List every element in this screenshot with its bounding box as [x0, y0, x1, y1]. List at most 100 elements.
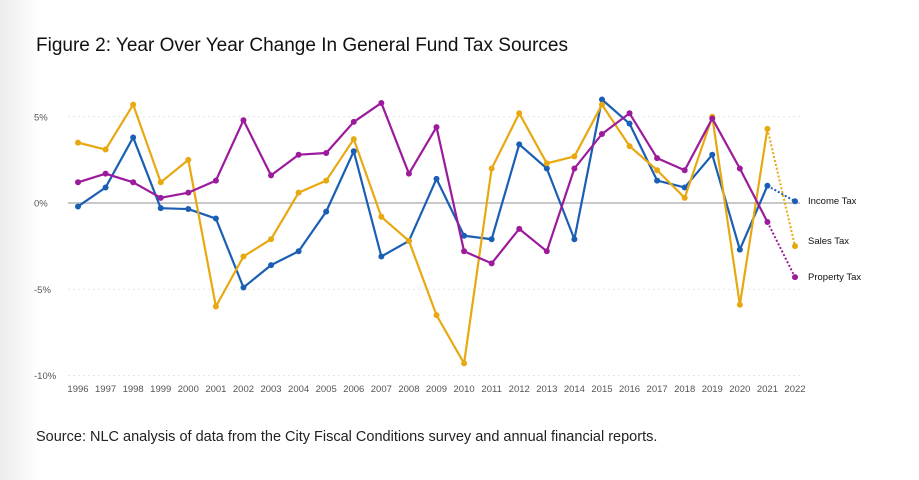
data-point: [792, 198, 798, 205]
data-point: [709, 115, 716, 122]
background-shade: [0, 0, 40, 480]
data-point: [792, 274, 798, 281]
x-tick-label: 2015: [591, 384, 612, 395]
y-tick-label: -10%: [34, 371, 57, 382]
legend-label: Property Tax: [808, 272, 861, 283]
x-tick-label: 2017: [647, 384, 668, 395]
data-point: [405, 170, 412, 177]
data-point: [681, 167, 688, 174]
x-tick-label: 2002: [233, 384, 254, 395]
data-point: [736, 165, 743, 172]
x-tick-label: 2016: [619, 384, 640, 395]
data-point: [461, 248, 468, 255]
x-tick-label: 2005: [316, 384, 337, 395]
series-line: [77, 98, 769, 289]
data-point: [350, 148, 357, 155]
data-point: [378, 99, 385, 106]
data-point: [516, 110, 523, 117]
y-tick-label: 5%: [34, 112, 48, 123]
data-point: [516, 225, 523, 232]
series-property-tax: Property Tax: [75, 99, 861, 283]
data-point: [102, 146, 109, 153]
data-point: [709, 151, 716, 158]
data-point: [240, 284, 247, 291]
x-tick-label: 1998: [123, 384, 144, 395]
data-point: [350, 118, 357, 125]
data-point: [268, 236, 275, 243]
data-point: [598, 131, 605, 137]
data-point: [654, 155, 661, 162]
data-point: [185, 189, 192, 196]
data-point: [571, 165, 578, 172]
x-tick-label: 2022: [784, 384, 805, 395]
data-point: [75, 139, 81, 146]
x-tick-label: 2019: [702, 384, 723, 395]
data-point: [405, 237, 412, 244]
series-sales-tax: Sales Tax: [75, 101, 849, 367]
data-point: [378, 253, 385, 260]
data-point: [212, 177, 219, 184]
data-point: [433, 175, 440, 182]
data-point: [764, 182, 771, 189]
data-point: [157, 194, 164, 201]
data-point: [571, 236, 578, 243]
data-point: [323, 177, 330, 184]
data-point: [240, 117, 247, 124]
y-tick-label: -5%: [34, 285, 51, 296]
data-point: [102, 184, 109, 191]
x-tick-label: 1999: [150, 384, 171, 395]
data-point: [626, 120, 633, 127]
projection-line: [766, 184, 796, 203]
data-point: [681, 194, 688, 201]
source-note: Source: NLC analysis of data from the Ci…: [36, 429, 658, 445]
projection-line: [766, 128, 796, 247]
data-point: [130, 134, 137, 141]
data-point: [543, 248, 550, 255]
data-point: [75, 203, 81, 210]
x-tick-label: 2012: [509, 384, 530, 395]
data-point: [323, 149, 330, 156]
data-point: [626, 110, 633, 117]
data-point: [516, 141, 523, 148]
data-point: [488, 236, 495, 243]
data-point: [433, 124, 440, 131]
chart-title: Figure 2: Year Over Year Change In Gener…: [36, 35, 568, 56]
x-tick-label: 2007: [371, 384, 392, 395]
data-point: [75, 179, 81, 186]
x-tick-label: 2011: [481, 384, 501, 395]
data-point: [268, 262, 275, 269]
series-line: [77, 103, 769, 365]
data-point: [543, 165, 550, 172]
x-tick-label: 2004: [288, 384, 309, 395]
data-point: [764, 125, 771, 132]
data-point: [598, 96, 605, 103]
data-point: [185, 206, 192, 213]
x-tick-label: 2000: [178, 384, 199, 395]
data-point: [212, 215, 219, 222]
x-tick-label: 1996: [67, 384, 88, 395]
data-point: [571, 153, 578, 160]
data-point: [736, 301, 743, 308]
x-tick-label: 2001: [205, 384, 226, 395]
x-tick-label: 2018: [674, 384, 695, 395]
x-tick-label: 1997: [95, 384, 116, 395]
data-point: [736, 246, 743, 253]
data-point: [212, 303, 219, 310]
data-point: [433, 312, 440, 319]
data-point: [102, 170, 109, 177]
data-point: [157, 205, 164, 212]
x-tick-label: 2020: [729, 384, 750, 395]
data-point: [295, 151, 302, 158]
data-point: [488, 165, 495, 172]
series-line: [77, 101, 769, 265]
data-point: [130, 179, 137, 186]
series-income-tax: Income Tax: [75, 96, 857, 291]
data-point: [268, 172, 275, 179]
x-tick-label: 2013: [536, 384, 557, 395]
legend-label: Sales Tax: [808, 236, 849, 247]
data-point: [295, 248, 302, 255]
data-point: [681, 184, 688, 191]
x-tick-label: 2021: [757, 384, 778, 395]
data-point: [323, 208, 330, 215]
